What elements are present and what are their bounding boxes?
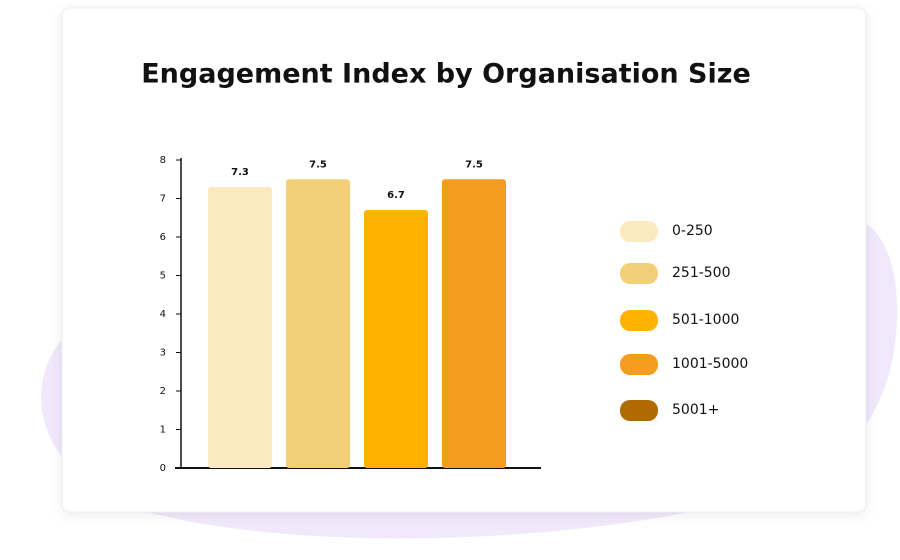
- bar: [208, 186, 272, 468]
- bar: [364, 210, 428, 469]
- y-tick-label: 8: [160, 155, 166, 166]
- value-label: 7.3: [231, 167, 249, 178]
- y-tick-label: 7: [160, 194, 166, 205]
- legend-swatch: [620, 400, 658, 421]
- legend-label: 251-500: [672, 265, 731, 281]
- y-tick-label: 1: [160, 425, 166, 436]
- legend-label: 0-250: [672, 223, 713, 239]
- legend-label: 1001-5000: [672, 356, 748, 372]
- y-tick-label: 4: [160, 309, 166, 320]
- y-tick-label: 2: [160, 386, 166, 397]
- y-tick-label: 6: [160, 232, 166, 243]
- legend-swatch: [620, 354, 658, 375]
- legend-swatch: [620, 221, 658, 242]
- legend-swatch: [620, 310, 658, 331]
- value-label: 7.5: [309, 159, 327, 170]
- chart-title: Engagement Index by Organisation Size: [141, 59, 751, 90]
- legend-label: 501-1000: [672, 312, 739, 328]
- value-label: 6.7: [387, 190, 405, 201]
- y-tick-label: 5: [160, 271, 166, 282]
- bar: [286, 179, 350, 468]
- y-tick-label: 0: [160, 463, 166, 474]
- value-label: 7.5: [465, 159, 483, 170]
- y-tick-label: 3: [160, 348, 166, 359]
- legend-label: 5001+: [672, 402, 719, 418]
- legend-swatch: [620, 263, 658, 284]
- bar: [442, 179, 506, 468]
